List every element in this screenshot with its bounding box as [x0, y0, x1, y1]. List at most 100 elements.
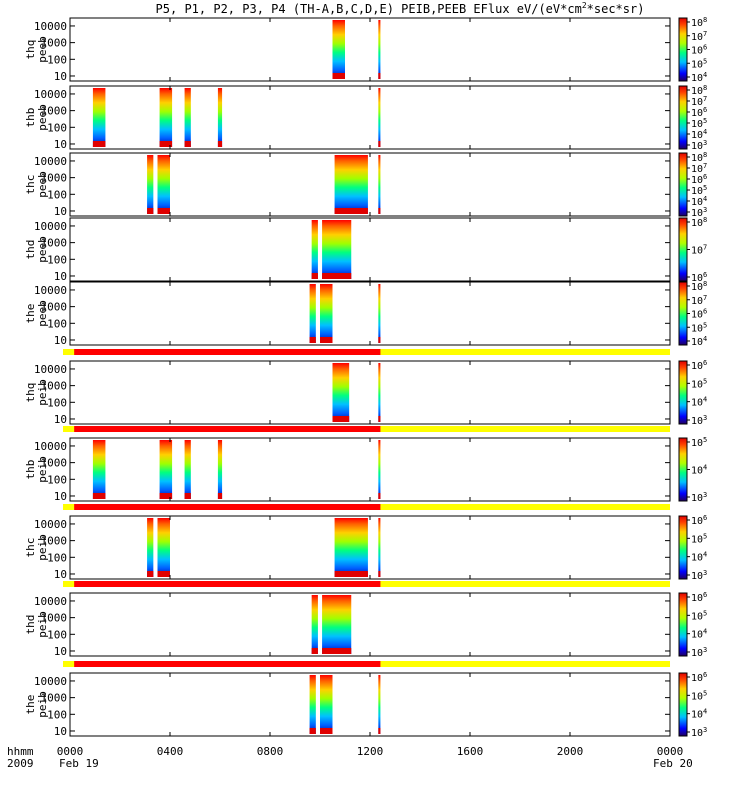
- colorbar-tick-label: 105: [691, 117, 707, 130]
- colorbar-tick-label: 108: [691, 16, 707, 29]
- spectrogram-segment: [92, 440, 106, 499]
- spectrogram-low-energy-band: [309, 337, 316, 343]
- colorbar-tick-label: 106: [691, 173, 707, 186]
- spectrogram-segment: [157, 155, 170, 214]
- colorbar-tick-label: 103: [691, 646, 707, 659]
- y-axis-label-probe: thd: [24, 240, 37, 260]
- spectrogram-segment: [92, 88, 106, 147]
- y-tick-label: 10: [54, 645, 67, 658]
- spectrogram-low-energy-band: [311, 648, 318, 654]
- colorbar-tick-label: 105: [691, 57, 707, 70]
- spectrogram-low-energy-band: [378, 571, 381, 577]
- spectrogram-low-energy-band: [378, 493, 381, 499]
- colorbar-tick-label: 105: [691, 609, 707, 622]
- y-tick-label: 10000: [34, 284, 67, 297]
- spectrogram-segment: [378, 155, 381, 214]
- y-tick-label: 10: [54, 138, 67, 151]
- y-tick-label: 10: [54, 270, 67, 283]
- spectrogram-segment: [378, 518, 381, 577]
- spectrogram-low-energy-band: [320, 337, 333, 343]
- figure-title: P5, P1, P2, P3, P4 (TH-A,B,C,D,E) PEIB,P…: [156, 1, 645, 16]
- colorbar-tick-label: 104: [691, 335, 707, 348]
- status-bar-on: [74, 349, 381, 355]
- spectrogram-low-energy-band: [309, 728, 316, 734]
- panel-thq-peib: 10000 1000 100 10 thq peib 106 105 104 103: [24, 349, 707, 427]
- colorbar-tick-label: 106: [691, 671, 707, 684]
- spectrogram-low-energy-band: [217, 493, 223, 499]
- colorbar-tick-label: 106: [691, 271, 707, 284]
- x-tick-label: 0000: [57, 745, 84, 758]
- y-axis-label-probe: thd: [24, 615, 37, 635]
- spectrogram-segment: [332, 363, 350, 422]
- y-axis-label-probe: thq: [24, 383, 37, 403]
- status-bar-on: [74, 426, 381, 432]
- y-tick-label: 10: [54, 725, 67, 738]
- y-tick-label: 10: [54, 490, 67, 503]
- panel-the-peib: 10000 1000 100 10 the peib 106 105 104 103: [24, 661, 707, 739]
- spectrogram-segment: [378, 88, 381, 147]
- spectrogram-low-energy-band: [159, 493, 173, 499]
- y-tick-label: 1000: [41, 380, 68, 393]
- colorbar-tick-label: 106: [691, 591, 707, 604]
- y-tick-label: 10: [54, 70, 67, 83]
- colorbar-tick-label: 104: [691, 551, 707, 564]
- time-label-year: 2009: [7, 757, 34, 770]
- y-tick-label: 10000: [34, 88, 67, 101]
- y-tick-label: 10000: [34, 220, 67, 233]
- y-tick-label: 10000: [34, 155, 67, 168]
- spectrogram-segment: [322, 220, 352, 279]
- status-bar-on: [74, 581, 381, 587]
- spectrogram-segment: [159, 440, 173, 499]
- y-axis-label-probe: thc: [24, 175, 37, 195]
- spectrogram-segment: [311, 220, 318, 279]
- y-tick-label: 10000: [34, 675, 67, 688]
- spectrogram-low-energy-band: [378, 141, 381, 147]
- spectrogram-low-energy-band: [92, 493, 106, 499]
- panel-frame: [69, 672, 671, 737]
- y-tick-label: 100: [47, 53, 67, 66]
- y-tick-label: 1000: [41, 237, 68, 250]
- spectrogram-low-energy-band: [334, 208, 368, 214]
- spectrogram-low-energy-band: [332, 73, 345, 79]
- spectrogram-low-energy-band: [311, 273, 318, 279]
- spectrogram-low-energy-band: [157, 571, 170, 577]
- colorbar-tick-label: 105: [691, 321, 707, 334]
- spectrogram-segment: [217, 440, 223, 499]
- spectrogram-low-energy-band: [322, 273, 352, 279]
- colorbar: [678, 437, 688, 502]
- colorbar-tick-label: 105: [691, 377, 707, 390]
- spectrogram-segment: [309, 284, 316, 343]
- colorbar: [678, 281, 688, 346]
- spectrogram-segment: [157, 518, 170, 577]
- colorbar: [678, 152, 688, 217]
- spectrogram-low-energy-band: [157, 208, 170, 214]
- time-axis: 0000 0400 0800 1200 1600 2000 0000: [57, 745, 684, 758]
- colorbar-tick-label: 103: [691, 206, 707, 219]
- y-tick-label: 100: [47, 253, 67, 266]
- colorbar-tick-label: 104: [691, 195, 707, 208]
- y-axis-label-instrument: peeb: [36, 300, 49, 327]
- x-tick-label: 0800: [257, 745, 284, 758]
- y-tick-label: 1000: [41, 457, 68, 470]
- spectrogram-segment: [378, 440, 381, 499]
- colorbar-tick-label: 106: [691, 514, 707, 527]
- colorbar-tick-label: 106: [691, 308, 707, 321]
- colorbar-tick-label: 103: [691, 726, 707, 739]
- colorbar-tick-label: 105: [691, 689, 707, 702]
- y-axis-label-probe: the: [24, 695, 37, 715]
- y-axis-label-probe: thc: [24, 538, 37, 558]
- x-tick-label: 1200: [357, 745, 384, 758]
- colorbar-tick-label: 103: [691, 569, 707, 582]
- colorbar-tick-label: 104: [691, 628, 707, 641]
- colorbar-tick-label: 108: [691, 151, 707, 164]
- y-axis-label-instrument: peeb: [36, 104, 49, 131]
- x-tick-label: 0000: [657, 745, 684, 758]
- panel-thc-peib: 10000 1000 100 10 thc peib 106 105 104 103: [24, 504, 707, 582]
- spectrogram-segment: [147, 518, 154, 577]
- y-tick-label: 100: [47, 396, 67, 409]
- spectrogram-low-energy-band: [184, 141, 191, 147]
